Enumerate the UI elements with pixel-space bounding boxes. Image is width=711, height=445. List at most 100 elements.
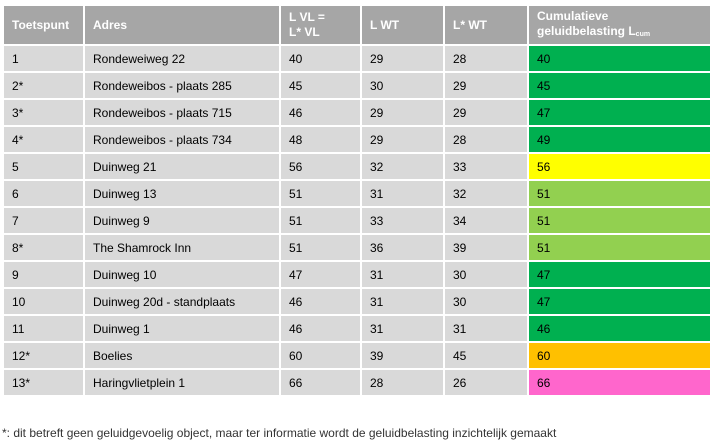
header-subscript: cum — [635, 30, 651, 38]
table-row: 7 Duinweg 9 51 33 34 51 — [2, 206, 711, 235]
table-cell: 47 — [527, 98, 711, 127]
table-row: 12* Boelies 60 39 45 60 — [2, 341, 711, 370]
table-cell: Rondeweiweg 22 — [83, 44, 281, 73]
table-cell: Duinweg 20d - standplaats — [83, 287, 281, 316]
table-row: 5 Duinweg 21 56 32 33 56 — [2, 152, 711, 181]
table-cell: 46 — [279, 314, 362, 343]
table-cell: 7 — [2, 206, 85, 235]
table-cell: Duinweg 1 — [83, 314, 281, 343]
table-cell: 45 — [527, 71, 711, 100]
table-row: 10 Duinweg 20d - standplaats 46 31 30 47 — [2, 287, 711, 316]
table-cell: 56 — [279, 152, 362, 181]
header-cell: L* WT — [443, 4, 529, 46]
table-cell: 28 — [360, 368, 445, 397]
table-cell: 31 — [360, 314, 445, 343]
header-text: geluidbelasting L — [537, 23, 636, 38]
table-cell: 30 — [443, 287, 529, 316]
header-cell: Toetspunt — [2, 4, 85, 46]
table-cell: 29 — [360, 98, 445, 127]
table-cell: 10 — [2, 287, 85, 316]
header-text: Adres — [93, 17, 128, 32]
table-cell: 51 — [527, 179, 711, 208]
table-cell: 56 — [527, 152, 711, 181]
table-cell: 28 — [443, 44, 529, 73]
table-cell: 26 — [443, 368, 529, 397]
table-row: 4* Rondeweibos - plaats 734 48 29 28 49 — [2, 125, 711, 154]
table-row: 8* The Shamrock Inn 51 36 39 51 — [2, 233, 711, 262]
table-cell: 29 — [443, 98, 529, 127]
header-text: L* WT — [453, 17, 487, 32]
table-cell: 30 — [360, 71, 445, 100]
table-cell: 34 — [443, 206, 529, 235]
table-cell: Boelies — [83, 341, 281, 370]
table-cell: 8* — [2, 233, 85, 262]
noise-table: Toetspunt Adres L VL = L* VL L WT L* WT Cumula… — [2, 4, 711, 397]
table-cell: 66 — [279, 368, 362, 397]
table-cell: 31 — [443, 314, 529, 343]
table-cell: 51 — [527, 233, 711, 262]
table-cell: 31 — [360, 260, 445, 289]
header-text: Toetspunt — [12, 17, 70, 32]
table-cell: 47 — [527, 287, 711, 316]
header-text: L* VL — [289, 25, 320, 39]
table-row: 3* Rondeweibos - plaats 715 46 29 29 47 — [2, 98, 711, 127]
table-cell: 33 — [360, 206, 445, 235]
table-row: 2* Rondeweibos - plaats 285 45 30 29 45 — [2, 71, 711, 100]
table-cell: 66 — [527, 368, 711, 397]
table-row: 13* Haringvlietplein 1 66 28 26 66 — [2, 368, 711, 397]
table-cell: Rondeweibos - plaats 734 — [83, 125, 281, 154]
table-cell: 48 — [279, 125, 362, 154]
table-cell: 39 — [360, 341, 445, 370]
table-cell: 49 — [527, 125, 711, 154]
table-cell: Rondeweibos - plaats 715 — [83, 98, 281, 127]
table-cell: 60 — [279, 341, 362, 370]
table-cell: 29 — [360, 125, 445, 154]
table-cell: 36 — [360, 233, 445, 262]
table-cell: 6 — [2, 179, 85, 208]
table-row: 11 Duinweg 1 46 31 31 46 — [2, 314, 711, 343]
table-cell: 51 — [527, 206, 711, 235]
table-cell: 29 — [360, 44, 445, 73]
header-cell: L VL = L* VL — [279, 4, 362, 46]
table-cell: Rondeweibos - plaats 285 — [83, 71, 281, 100]
table-cell: 31 — [360, 287, 445, 316]
header-row: Toetspunt Adres L VL = L* VL L WT L* WT Cumula… — [2, 4, 711, 46]
table-cell: 4* — [2, 125, 85, 154]
table-cell: Duinweg 10 — [83, 260, 281, 289]
table-cell: 40 — [527, 44, 711, 73]
header-text: L WT — [370, 17, 400, 32]
table-cell: Duinweg 9 — [83, 206, 281, 235]
footnote: *: dit betreft geen geluidgevoelig objec… — [2, 426, 557, 440]
table-cell: 51 — [279, 206, 362, 235]
table-cell: 60 — [527, 341, 711, 370]
table-cell: 3* — [2, 98, 85, 127]
table-row: 6 Duinweg 13 51 31 32 51 — [2, 179, 711, 208]
table-cell: 45 — [279, 71, 362, 100]
table-cell: 12* — [2, 341, 85, 370]
table-cell: 51 — [279, 233, 362, 262]
table-cell: 11 — [2, 314, 85, 343]
table-cell: 5 — [2, 152, 85, 181]
table-cell: 45 — [443, 341, 529, 370]
table-cell: Duinweg 21 — [83, 152, 281, 181]
table-cell: 51 — [279, 179, 362, 208]
header-cell: Cumulatieve geluidbelasting Lcum — [527, 4, 711, 46]
table-cell: Duinweg 13 — [83, 179, 281, 208]
table-cell: 46 — [279, 98, 362, 127]
table-cell: 28 — [443, 125, 529, 154]
table-cell: 29 — [443, 71, 529, 100]
table-cell: The Shamrock Inn — [83, 233, 281, 262]
table-row: 9 Duinweg 10 47 31 30 47 — [2, 260, 711, 289]
table-cell: 32 — [360, 152, 445, 181]
table-cell: 2* — [2, 71, 85, 100]
table-cell: 31 — [360, 179, 445, 208]
table-cell: 9 — [2, 260, 85, 289]
table-body: 1 Rondeweiweg 22 40 29 28 40 2* Rondeweibos - p… — [2, 44, 711, 397]
header-text: L VL = — [289, 10, 325, 24]
table-cell: 46 — [527, 314, 711, 343]
table-cell: 1 — [2, 44, 85, 73]
table-cell: 33 — [443, 152, 529, 181]
table-cell: 32 — [443, 179, 529, 208]
table-cell: 40 — [279, 44, 362, 73]
